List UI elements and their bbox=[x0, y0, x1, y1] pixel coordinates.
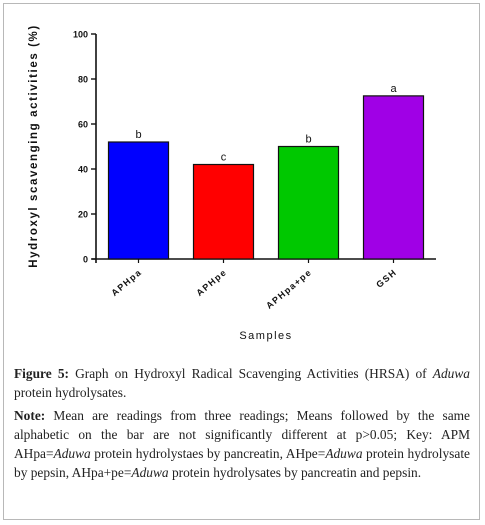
significance-letter: b bbox=[305, 134, 311, 146]
figure-italic-1: Aduwa bbox=[432, 366, 470, 381]
y-ticks: 0 20 40 60 80 100 bbox=[73, 30, 96, 265]
bar-aphpa bbox=[107, 141, 170, 260]
figure-text-2: protein hydrolysates. bbox=[14, 385, 127, 400]
significance-letter: a bbox=[390, 83, 397, 95]
y-tick-label: 80 bbox=[78, 75, 88, 85]
figure-caption: Figure 5: Graph on Hydroxyl Radical Scav… bbox=[14, 364, 470, 482]
bar-aphpe bbox=[192, 163, 255, 260]
note-label: Note: bbox=[14, 408, 46, 423]
significance-letter: c bbox=[221, 152, 227, 164]
note-text-2: protein hydrolystaes by pancreatin, AHpe… bbox=[90, 446, 326, 461]
figure-text-1: Graph on Hydroxyl Radical Scavenging Act… bbox=[68, 366, 433, 381]
significance-letter: b bbox=[135, 129, 141, 141]
x-axis-label: Samples bbox=[239, 330, 292, 342]
y-tick-label: 0 bbox=[83, 255, 88, 265]
x-tick-label: APHpe bbox=[194, 267, 228, 298]
note-text-3: protein hydrolysate by pepsin, AHpa+pe= bbox=[14, 446, 470, 480]
y-tick-label: 40 bbox=[78, 165, 88, 175]
note-italic-3: Aduwa bbox=[131, 465, 169, 480]
note-italic-2: Aduwa bbox=[325, 446, 363, 461]
bar-gsh bbox=[362, 95, 425, 260]
x-tick-label: APHpa+pe bbox=[264, 267, 314, 311]
figure-note: Note: Mean are readings from three readi… bbox=[14, 406, 470, 482]
figure-title: Figure 5: Graph on Hydroxyl Radical Scav… bbox=[14, 364, 470, 402]
y-axis-label: Hydroxyl scavenging activities (%) bbox=[28, 24, 40, 268]
x-tick-label: GSH bbox=[374, 267, 399, 290]
x-tick-label: APHpa bbox=[109, 267, 143, 298]
note-text-1: Mean are readings from three readings; M… bbox=[14, 408, 470, 461]
figure-label: Figure 5: bbox=[14, 366, 69, 381]
y-tick-label: 60 bbox=[78, 120, 88, 130]
bar-aphpa-pe bbox=[277, 145, 340, 260]
y-tick-label: 20 bbox=[78, 210, 88, 220]
note-text-4: protein hydrolysates by pancreatin and p… bbox=[168, 465, 422, 480]
figure-frame bbox=[3, 3, 480, 520]
chart-bars: b c b a bbox=[107, 83, 425, 260]
y-tick-label: 100 bbox=[73, 30, 88, 40]
note-italic-1: Aduwa bbox=[53, 446, 91, 461]
x-tick-labels: APHpa APHpe APHpa+pe GSH bbox=[109, 259, 399, 311]
